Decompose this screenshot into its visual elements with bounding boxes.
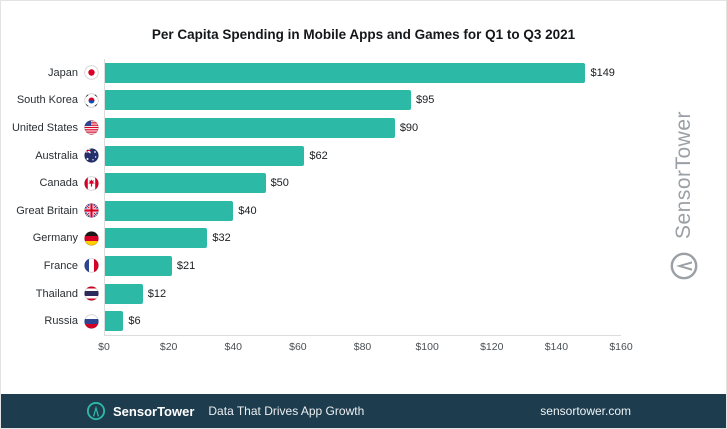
sensortower-logo-icon xyxy=(86,401,106,421)
bar-japan xyxy=(104,62,586,83)
y-axis-label: Russia xyxy=(1,313,104,329)
sensortower-logo-icon xyxy=(670,252,698,280)
y-axis-label: Great Britain xyxy=(1,203,104,218)
x-tick: $140 xyxy=(544,340,569,353)
bar-row-france: France $21 xyxy=(1,252,621,280)
russia-flag-icon xyxy=(84,313,99,329)
bar-track: $40 xyxy=(104,197,621,225)
bar-row-united-states: United States $90 xyxy=(1,114,621,142)
country-label: Thailand xyxy=(35,287,78,300)
bar-row-russia: Russia $6 xyxy=(1,307,621,335)
y-axis-label: France xyxy=(1,258,104,274)
country-label: Australia xyxy=(35,149,78,162)
y-axis-label: Japan xyxy=(1,65,104,80)
thailand-flag-icon xyxy=(84,286,99,301)
x-tick: $20 xyxy=(159,340,178,353)
bar-value-label: $32 xyxy=(212,232,231,245)
footer-brand: SensorTower xyxy=(113,403,195,419)
chart-title: Per Capita Spending in Mobile Apps and G… xyxy=(151,27,576,42)
footer-tagline: Data That Drives App Growth xyxy=(208,404,365,418)
germany-flag-icon xyxy=(84,231,99,246)
watermark: SensorTower xyxy=(664,66,704,326)
country-label: Canada xyxy=(39,177,78,190)
x-axis: $0 $20 $40 $60 $80 $100 $120 $140 $160 xyxy=(1,334,633,356)
bar-thailand xyxy=(104,283,143,304)
bar-france xyxy=(104,255,172,276)
country-label: South Korea xyxy=(16,94,78,107)
y-axis-label: Thailand xyxy=(1,286,104,301)
x-tick: $120 xyxy=(480,340,504,353)
bar-track: $149 xyxy=(104,59,621,87)
bar-track: $90 xyxy=(104,114,621,142)
bar-track: $62 xyxy=(104,142,621,170)
country-label: France xyxy=(43,259,78,272)
australia-flag-icon xyxy=(84,148,99,163)
bar-value-label: $90 xyxy=(399,121,419,134)
bar-value-label: $21 xyxy=(176,259,196,272)
united-states-flag-icon xyxy=(84,120,99,136)
bar-value-label: $62 xyxy=(309,149,328,162)
y-axis-label: South Korea xyxy=(1,93,104,108)
country-label: Germany xyxy=(32,232,78,245)
bar-chart: Japan $149 South Korea xyxy=(1,59,633,356)
x-tick: $60 xyxy=(289,340,307,353)
bar-south-korea xyxy=(104,90,411,111)
y-axis-label: Canada xyxy=(1,175,104,191)
x-tick: $0 xyxy=(98,340,110,353)
france-flag-icon xyxy=(84,258,99,274)
bar-track: $12 xyxy=(104,280,621,308)
bar-australia xyxy=(104,145,305,166)
bar-value-label: $95 xyxy=(415,94,435,107)
great-britain-flag-icon xyxy=(84,203,99,218)
canada-flag-icon xyxy=(84,175,99,191)
bar-row-canada: Canada $50 xyxy=(1,169,621,197)
watermark-text: SensorTower xyxy=(672,110,695,240)
y-axis-label: United States xyxy=(1,120,104,136)
bar-great-britain xyxy=(104,200,234,221)
x-tick: $40 xyxy=(224,340,243,353)
bar-track: $50 xyxy=(104,169,621,197)
bar-row-great-britain: Great Britain $40 xyxy=(1,197,621,225)
x-tick: $80 xyxy=(353,340,372,353)
bar-track: $95 xyxy=(104,87,621,115)
bar-row-germany: Germany $32 xyxy=(1,225,621,253)
bar-row-thailand: Thailand $12 xyxy=(1,280,621,308)
bar-value-label: $6 xyxy=(128,315,141,328)
bar-track: $32 xyxy=(104,225,621,253)
bar-value-label: $149 xyxy=(590,66,615,79)
bar-canada xyxy=(104,173,266,194)
bar-russia xyxy=(104,311,124,332)
bar-row-south-korea: South Korea $95 xyxy=(1,87,621,115)
country-label: United States xyxy=(11,121,78,134)
country-label: Great Britain xyxy=(16,204,78,217)
country-label: Japan xyxy=(48,66,78,79)
country-label: Russia xyxy=(44,315,78,328)
japan-flag-icon xyxy=(84,65,99,80)
y-axis-label: Germany xyxy=(1,231,104,246)
bar-germany xyxy=(104,228,208,249)
x-tick: $160 xyxy=(609,340,633,353)
x-axis-ticks: $0 $20 $40 $60 $80 $100 $120 $140 $160 xyxy=(98,334,633,356)
south-korea-flag-icon xyxy=(84,93,99,108)
bar-row-australia: Australia $62 xyxy=(1,142,621,170)
bar-track: $21 xyxy=(104,252,621,280)
bar-united-states xyxy=(104,117,395,138)
bar-value-label: $40 xyxy=(238,204,257,217)
bar-track: $6 xyxy=(104,307,621,335)
bar-value-label: $50 xyxy=(270,177,289,190)
y-axis-label: Australia xyxy=(1,148,104,163)
bar-row-japan: Japan $149 xyxy=(1,59,621,87)
footer-website-link[interactable]: sensortower.com xyxy=(540,404,631,418)
footer-bar: SensorTower Data That Drives App Growth … xyxy=(1,394,726,428)
x-tick: $100 xyxy=(415,340,439,353)
bar-value-label: $12 xyxy=(147,287,167,300)
